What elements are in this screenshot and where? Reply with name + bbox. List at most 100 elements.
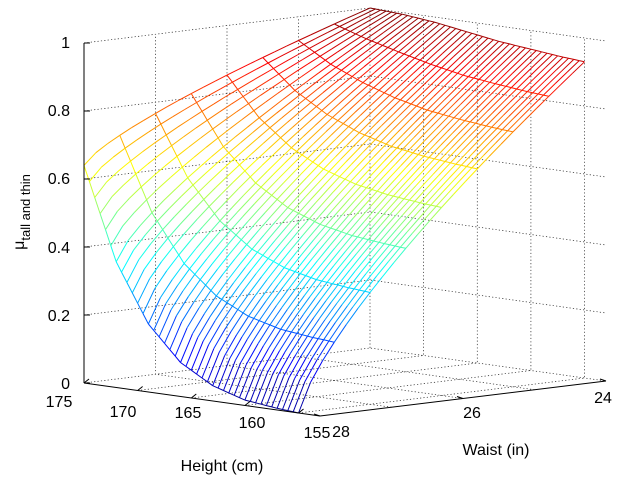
surface-contour-6-17 (389, 94, 396, 99)
surface-ruling-9-7 (215, 175, 228, 188)
surface-ruling-23-6 (278, 249, 292, 265)
surface-ruling-5-15 (289, 76, 302, 86)
surface-ruling-4-23 (379, 11, 392, 20)
surface-contour-5-39 (471, 167, 478, 170)
surface-ruling-29-20 (477, 81, 491, 95)
surface-ruling-36-12 (419, 189, 433, 204)
surface-ruling-32-3 (290, 314, 304, 333)
surface-ruling-32-2 (279, 331, 292, 352)
surface-ruling-20-12 (333, 161, 347, 175)
surface-ruling-21-4 (243, 273, 257, 290)
surface-contour-6-31 (464, 120, 471, 123)
surface-ruling-25-0 (217, 357, 231, 389)
surface-contour-7-30 (495, 83, 501, 86)
surface-ruling-5-20 (348, 35, 362, 45)
surface-ruling-17-11 (305, 165, 319, 179)
surface-ruling-25-1 (229, 336, 243, 359)
surface-ruling-17-0 (174, 327, 188, 357)
surface-ruling-34-10 (385, 213, 398, 228)
surface-contour-6-14 (373, 87, 380, 91)
surface-ruling-14-21 (408, 45, 422, 57)
surface-ruling-22-6 (273, 246, 286, 262)
surface-ruling-4-22 (367, 18, 380, 28)
x-tick-155: 155 (304, 425, 331, 442)
surface-ruling-2-19 (320, 34, 334, 43)
surface-ruling-11-11 (273, 142, 287, 155)
surface-ruling-16-14 (336, 126, 349, 139)
surface-ruling-31-5 (309, 280, 323, 298)
surface-ruling-40-22 (560, 72, 573, 86)
surface-ruling-2-12 (237, 81, 250, 90)
surface-contour-4-29 (382, 192, 389, 196)
surface-contour-2-38 (359, 289, 365, 292)
surface-ruling-10-3 (173, 232, 186, 247)
surface-ruling-23-22 (469, 50, 482, 63)
surface-ruling-23-17 (409, 107, 423, 121)
surface-ruling-1-7 (172, 109, 185, 118)
surface-ruling-33-23 (534, 52, 548, 65)
surface-ruling-5-10 (229, 119, 243, 129)
surface-ruling-15-8 (259, 194, 273, 209)
surface-ruling-19-9 (292, 196, 306, 211)
surface-ruling-15-14 (330, 123, 344, 136)
surface-ruling-12-5 (207, 220, 221, 235)
surface-ruling-5-22 (372, 20, 386, 30)
surface-ruling-20-0 (190, 340, 204, 371)
surface-ruling-21-8 (291, 215, 305, 231)
surface-contour-1-33 (296, 332, 303, 336)
surface-ruling-35-8 (366, 241, 380, 257)
surface-contour-8-19 (471, 32, 478, 36)
surface-ruling-23-12 (350, 168, 363, 183)
surface-ruling-37-18 (496, 116, 510, 129)
surface-ruling-22-8 (296, 218, 310, 233)
y-tick-28: 28 (332, 424, 350, 441)
z-tick-0-6: 0.6 (48, 171, 70, 188)
surface-ruling-38-19 (513, 105, 527, 118)
surface-ruling-5-23 (384, 12, 398, 22)
surface-ruling-18-3 (215, 279, 229, 297)
surface-contour-1-18 (216, 295, 222, 300)
surface-ruling-39-16 (483, 142, 497, 156)
surface-ruling-24-9 (319, 210, 333, 225)
surface-ruling-23-18 (421, 96, 435, 109)
surface-ruling-0-6 (155, 106, 168, 114)
surface-contour-2-5 (181, 166, 189, 179)
surface-ruling-22-14 (368, 141, 382, 155)
x-tick-mark-4 (298, 408, 304, 414)
surface-ruling-31-15 (428, 144, 442, 158)
surface-contour-1-8 (162, 229, 169, 239)
surface-ruling-13-8 (248, 186, 262, 200)
surface-contour-3-1 (196, 102, 203, 112)
surface-ruling-3-17 (302, 51, 315, 60)
surface-contour-4-31 (393, 195, 399, 198)
surface-contour-6-15 (378, 89, 385, 94)
surface-ruling-20-17 (393, 101, 407, 114)
surface-contour-2-36 (348, 287, 355, 290)
surface-ruling-39-12 (435, 192, 449, 207)
surface-ruling-20-21 (441, 56, 454, 69)
surface-ruling-34-2 (289, 334, 303, 354)
surface-contour-7-26 (473, 77, 480, 80)
surface-contour-1-32 (291, 331, 297, 334)
surface-ruling-5-3 (146, 187, 159, 201)
surface-ruling-1-19 (315, 31, 328, 39)
surface-ruling-35-9 (378, 228, 392, 243)
surface-ruling-36-2 (300, 337, 314, 357)
surface-ruling-39-22 (554, 71, 568, 84)
surface-contour-2-26 (294, 271, 301, 275)
surface-ruling-10-2 (161, 246, 174, 263)
surface-ruling-7-0 (121, 249, 134, 273)
surface-ruling-32-20 (493, 85, 507, 99)
surface-ruling-13-15 (332, 106, 345, 118)
surface-ruling-0-4 (131, 119, 144, 129)
surface-ruling-28-22 (495, 57, 509, 70)
surface-ruling-27-23 (502, 44, 516, 57)
surface-ruling-19-5 (245, 251, 258, 268)
surface-ruling-22-21 (451, 59, 465, 72)
surface-ruling-12-3 (183, 248, 197, 264)
surface-ruling-27-6 (299, 258, 313, 274)
surface-contour-4-8 (269, 127, 276, 134)
surface-contour-2-21 (267, 257, 274, 262)
surface-ruling-38-6 (358, 274, 372, 291)
surface-ruling-8-17 (329, 69, 342, 80)
